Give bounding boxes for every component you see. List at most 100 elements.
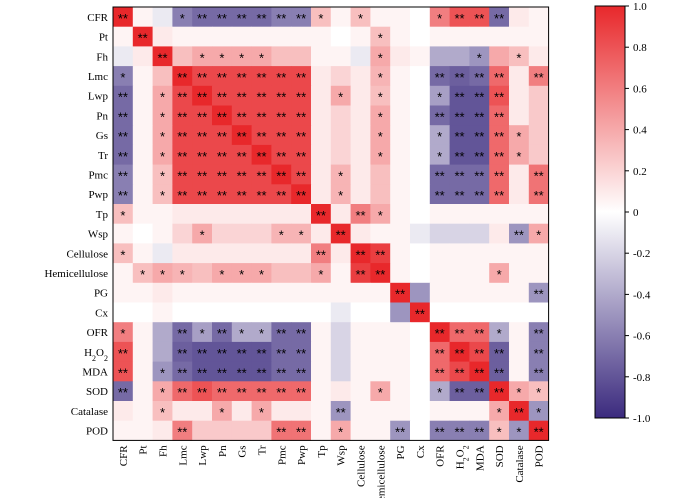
heatmap-cell-Catalase-Wsp xyxy=(330,401,351,422)
heatmap-cell-Lmc-Gs xyxy=(231,66,252,87)
column-label-CFR: CFR xyxy=(118,445,130,466)
row-label-Lwp: Lwp xyxy=(88,91,109,103)
significance-mark: ** xyxy=(237,168,247,183)
significance-mark: ** xyxy=(276,90,286,105)
heatmap-cell-Pt-Tp xyxy=(311,26,332,47)
significance-mark: * xyxy=(180,267,185,282)
significance-mark: ** xyxy=(256,168,266,183)
significance-mark: ** xyxy=(217,188,227,203)
heatmap-cell-POD-SOD xyxy=(489,420,510,441)
heatmap-cell-Pt-Cx xyxy=(410,26,431,47)
heatmap-cell-Cellulose-Fh xyxy=(152,243,173,264)
significance-mark: ** xyxy=(435,425,445,440)
heatmap-cell-Wsp-Hemicellulose xyxy=(370,223,391,244)
column-label-SOD: SOD xyxy=(494,445,506,467)
significance-mark: ** xyxy=(474,70,484,85)
significance-mark: ** xyxy=(494,11,504,26)
heatmap-cell-Cellulose-Lmc xyxy=(172,243,193,264)
colorbar-tick-label: -0.8 xyxy=(633,372,651,384)
row-label-MDA: MDA xyxy=(82,366,108,378)
heatmap-cell-PG-Pn xyxy=(212,282,233,303)
heatmap-cell-Fh-Lwp xyxy=(192,46,213,67)
significance-mark: ** xyxy=(296,188,306,203)
heatmap-cell-Wsp-Pmc xyxy=(271,223,292,244)
significance-mark: ** xyxy=(534,70,544,85)
significance-mark: ** xyxy=(474,365,484,380)
heatmap-cell-Wsp-CFR xyxy=(113,223,134,244)
significance-mark: * xyxy=(536,228,541,243)
significance-mark: * xyxy=(219,50,224,65)
heatmap-cell-OFR-Cellulose xyxy=(350,322,371,343)
heatmap-cell-Pmc-Lwp xyxy=(192,164,213,185)
heatmap-cell-H2O2-SOD xyxy=(489,341,510,362)
heatmap-cell-Wsp-PG xyxy=(390,223,411,244)
significance-mark: ** xyxy=(256,70,266,85)
heatmap-cell-Lwp-H2O2 xyxy=(449,85,470,106)
heatmap-cell-Wsp-SOD xyxy=(489,223,510,244)
heatmap-cell-MDA-POD xyxy=(528,361,549,382)
significance-mark: ** xyxy=(296,425,306,440)
heatmap-cell-PG-MDA xyxy=(469,282,490,303)
heatmap-cell-Wsp-MDA xyxy=(469,223,490,244)
heatmap-cell-PG-CFR xyxy=(113,282,134,303)
significance-mark: * xyxy=(160,109,165,124)
heatmap-cell-POD-Lmc xyxy=(172,420,193,441)
significance-mark: * xyxy=(378,90,383,105)
heatmap-cell-CFR-MDA xyxy=(469,7,490,28)
significance-mark: ** xyxy=(395,425,405,440)
heatmap-cell-Lwp-OFR xyxy=(429,85,450,106)
significance-mark: * xyxy=(200,228,205,243)
significance-mark: * xyxy=(536,405,541,420)
heatmap-cell-Pn-Wsp xyxy=(330,105,351,126)
heatmap-cell-Gs-MDA xyxy=(469,125,490,146)
heatmap-cell-Wsp-Cx xyxy=(410,223,431,244)
significance-mark: ** xyxy=(256,365,266,380)
significance-mark: ** xyxy=(118,149,128,164)
significance-mark: ** xyxy=(197,365,207,380)
significance-mark: ** xyxy=(276,168,286,183)
heatmap-cell-Cx-MDA xyxy=(469,302,490,323)
heatmap-cell-Lwp-Lmc xyxy=(172,85,193,106)
heatmap-cell-SOD-SOD xyxy=(489,381,510,402)
heatmap-cell-Catalase-Pt xyxy=(132,401,153,422)
column-label-Tr: Tr xyxy=(257,445,269,455)
significance-mark: * xyxy=(516,425,521,440)
heatmap-cell-POD-Catalase xyxy=(509,420,530,441)
heatmap-cell-POD-Pwp xyxy=(291,420,312,441)
heatmap-cell-Fh-CFR xyxy=(113,46,134,67)
heatmap-cell-Lwp-Pwp xyxy=(291,85,312,106)
heatmap-cell-Pn-Pt xyxy=(132,105,153,126)
significance-mark: ** xyxy=(494,385,504,400)
heatmap-cell-SOD-Tr xyxy=(251,381,272,402)
heatmap-cell-Tp-Wsp xyxy=(330,204,351,225)
heatmap-cell-Wsp-Tp xyxy=(311,223,332,244)
row-label-Fh: Fh xyxy=(96,51,108,63)
heatmap-cell-Catalase-OFR xyxy=(429,401,450,422)
heatmap-cell-Pn-SOD xyxy=(489,105,510,126)
heatmap-cell-H2O2-Pn xyxy=(212,341,233,362)
significance-mark: ** xyxy=(276,109,286,124)
significance-mark: ** xyxy=(514,405,524,420)
heatmap-cell-OFR-Lmc xyxy=(172,322,193,343)
heatmap-cell-CFR-Cx xyxy=(410,7,431,28)
heatmap-cell-Cx-Tr xyxy=(251,302,272,323)
heatmap-cell-Fh-Lmc xyxy=(172,46,193,67)
significance-mark: ** xyxy=(177,149,187,164)
significance-mark: ** xyxy=(177,365,187,380)
significance-mark: ** xyxy=(494,346,504,361)
heatmap-cell-CFR-Pt xyxy=(132,7,153,28)
significance-mark: ** xyxy=(474,346,484,361)
heatmap-cell-Catalase-PG xyxy=(390,401,411,422)
significance-mark: ** xyxy=(296,109,306,124)
heatmap-cell-Pwp-Hemicellulose xyxy=(370,184,391,205)
significance-mark: ** xyxy=(454,11,464,26)
heatmap-cell-Lmc-Lmc xyxy=(172,66,193,87)
heatmap-cell-Pmc-SOD xyxy=(489,164,510,185)
heatmap-cell-Tr-Pmc xyxy=(271,144,292,165)
heatmap-cell-H2O2-Wsp xyxy=(330,341,351,362)
heatmap-cell-Lmc-OFR xyxy=(429,66,450,87)
heatmap-cell-Cx-Pt xyxy=(132,302,153,323)
heatmap-cell-Tp-Fh xyxy=(152,204,173,225)
heatmap-cell-OFR-OFR xyxy=(429,322,450,343)
heatmap-cell-Cellulose-Gs xyxy=(231,243,252,264)
